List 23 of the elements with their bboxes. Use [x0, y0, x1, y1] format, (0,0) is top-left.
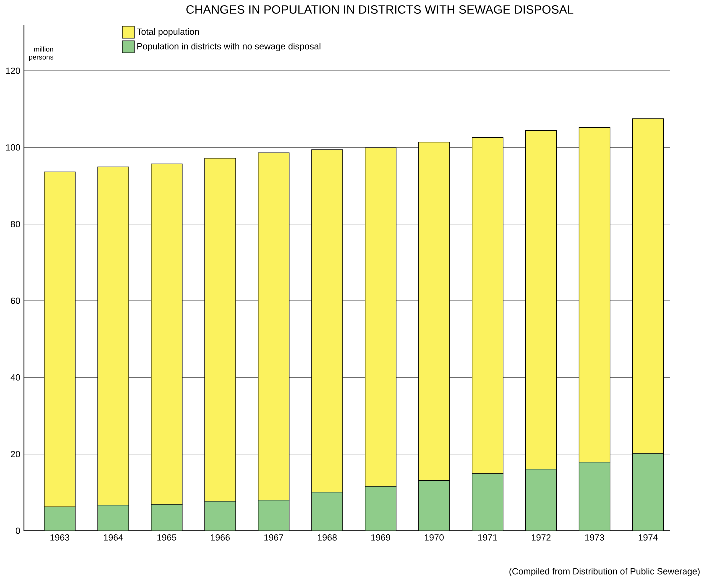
x-tick-label: 1965: [158, 534, 177, 541]
x-tick-label: 1971: [478, 534, 498, 541]
y-tick-label: 80: [11, 221, 20, 228]
y-tick-label: 60: [11, 298, 20, 304]
legend-label: Total population: [137, 28, 200, 37]
x-tick-label: 1968: [318, 534, 337, 541]
x-tick-label: 1963: [50, 534, 70, 541]
text: (Compiled from Distribution of Public Sewerage): [510, 568, 700, 576]
x-tick-label: 1970: [425, 534, 444, 541]
y-tick-label: 100: [6, 144, 20, 151]
legend-label: Population in districts with no sewage disposal: [138, 43, 321, 52]
y-tick-label: 40: [10, 374, 20, 381]
x-tick-label: 1974: [638, 534, 658, 541]
x-tick-label: 1964: [104, 534, 124, 541]
x-tick-label: 1969: [372, 534, 390, 541]
y-tick-label: 20: [11, 451, 20, 458]
x-tick-label: 1966: [211, 534, 230, 541]
y-tick-label: 120: [6, 68, 20, 74]
chart-title: CHANGES IN POPULATION IN DISTRICTS WITH SEWAGE DISPOSAL: [186, 6, 574, 14]
y-tick-label: 0: [16, 528, 20, 534]
x-tick-label: 1967: [264, 534, 284, 541]
x-tick-label: 1972: [532, 534, 551, 541]
x-tick-label: 1973: [585, 534, 604, 541]
